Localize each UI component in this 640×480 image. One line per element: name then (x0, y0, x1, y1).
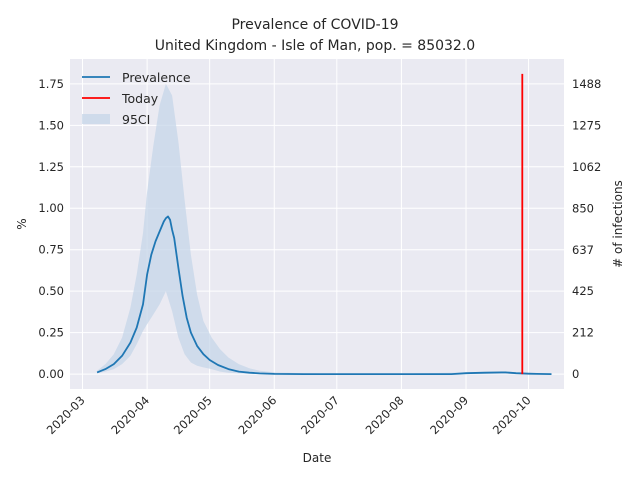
x-tick-label: 2020-06 (236, 393, 280, 437)
x-axis-label: Date (303, 451, 332, 465)
y-right-tick-label: 212 (572, 326, 594, 340)
x-tick-label: 2020-04 (108, 393, 152, 437)
legend-label-today: Today (121, 91, 159, 106)
series-line-prevalence (96, 215, 552, 376)
y-axis-right-label: # of infections (611, 180, 625, 268)
y-right-tick-label: 425 (572, 284, 594, 298)
y-tick-label: 0.00 (38, 367, 64, 381)
y-tick-label: 0.50 (38, 284, 64, 298)
y-tick-label: 1.25 (38, 160, 64, 174)
legend-label-prevalence: Prevalence (122, 70, 191, 85)
y-tick-label: 1.75 (38, 77, 64, 91)
y-right-tick-label: 850 (572, 201, 594, 215)
legend: Prevalence Today 95CI (82, 70, 191, 127)
y-tick-label: 1.00 (38, 201, 64, 215)
series-group (96, 73, 552, 376)
legend-label-95ci: 95CI (122, 112, 150, 127)
y-tick-label: 1.50 (38, 118, 64, 132)
y-right-tick-label: 1275 (572, 118, 601, 132)
y-right-tick-label: 1062 (572, 160, 601, 174)
legend-swatch-95ci (82, 114, 110, 124)
x-tick-label: 2020-07 (298, 393, 342, 437)
x-tick-label: 2020-10 (490, 393, 534, 437)
y-right-tick-label: 637 (572, 243, 594, 257)
y-tick-label: 0.75 (38, 243, 64, 257)
y-right-tick-label: 1488 (572, 77, 601, 91)
x-tick-label: 2020-08 (363, 393, 407, 437)
x-tick-label: 2020-03 (44, 393, 88, 437)
x-tick-label: 2020-05 (171, 393, 215, 437)
chart-subtitle: United Kingdom - Isle of Man, pop. = 850… (155, 38, 475, 54)
y-right-tick-label: 0 (572, 367, 579, 381)
y-axis-label: % (15, 218, 29, 229)
chart-title: Prevalence of COVID-19 (231, 17, 398, 33)
y-tick-label: 0.25 (38, 326, 64, 340)
x-tick-label: 2020-09 (427, 393, 471, 437)
